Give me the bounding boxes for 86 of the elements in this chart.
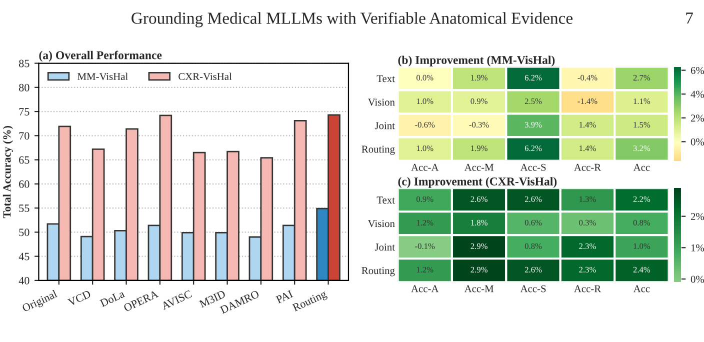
color-bar-label: 6% [690, 66, 704, 74]
y-axis-title: Total Accuracy (%) [2, 126, 14, 218]
data-label: 2.2% [633, 196, 650, 202]
y-tick-label: 60 [19, 180, 30, 188]
data-label: 1.5% [634, 122, 650, 128]
data-label: 6.2% [524, 145, 542, 152]
data-label: 0.3% [579, 220, 596, 226]
data-label: 0.8% [633, 220, 650, 226]
chart-title: (c) Improvement (CXR-VisHal) [398, 177, 557, 188]
data-label: 3.2% [633, 145, 650, 152]
color-bar-label: 2% [690, 114, 704, 122]
data-label: 1.0% [416, 98, 434, 104]
data-label: 0.9% [416, 196, 434, 202]
x-tick-label: Acc [633, 164, 650, 171]
data-label: 1.9% [471, 145, 488, 152]
color-bar-label: 1% [691, 244, 704, 252]
data-label: 1.0% [416, 145, 434, 152]
y-tick-label: 65 [19, 156, 30, 164]
x-tick-label: Acc-S [520, 285, 546, 292]
data-label: 2.6% [470, 196, 488, 202]
data-label: 0.9% [470, 98, 488, 104]
y-tick-label: Vision [368, 98, 395, 106]
color-bar-label: 2% [690, 213, 704, 220]
data-label: 1.9% [471, 74, 488, 81]
data-label: 1.4% [580, 145, 596, 152]
data-label: 0.8% [524, 243, 542, 250]
data-label: 2.5% [524, 98, 542, 104]
data-label: -0.3% [469, 122, 489, 128]
chart-title: (b) Improvement (MM-VisHal) [398, 56, 555, 66]
data-label: 1.0% [634, 243, 650, 250]
y-tick-label: Routing [362, 146, 395, 155]
text: Grounding Medical MLLMs with Verifiable Anatomical Evidence [132, 12, 573, 28]
x-tick-label: Acc-M [464, 164, 494, 171]
x-tick-label: PAI [275, 290, 294, 304]
y-tick-label: 55 [19, 204, 30, 212]
y-tick-label: 40 [18, 276, 30, 284]
y-tick-label: Routing [362, 267, 395, 276]
data-label: 2.9% [470, 243, 488, 250]
y-tick-label: Text [376, 196, 395, 204]
data-label: 1.3% [580, 196, 596, 202]
data-label: -0.4% [578, 74, 598, 81]
text: 7 [686, 12, 693, 24]
data-label: 1.2% [416, 220, 434, 226]
color-bar-label: 0% [690, 138, 704, 146]
data-label: -0.1% [415, 243, 435, 250]
data-label: 2.9% [470, 266, 488, 273]
x-tick-label: DoLa [100, 290, 126, 308]
data-label: 2.7% [633, 74, 650, 81]
x-tick-label: Acc-M [464, 285, 494, 292]
data-label: 2.3% [579, 266, 596, 273]
x-tick-label: Acc-R [574, 285, 602, 292]
y-tick-label: 80 [19, 84, 30, 92]
legend-label: CXR-VisHal [178, 72, 232, 80]
x-tick-label: Acc-A [411, 164, 439, 171]
x-tick-label: Acc-A [411, 285, 439, 292]
y-tick-label: 85 [19, 60, 30, 68]
data-label: -0.6% [415, 122, 435, 128]
data-label: 1.2% [416, 266, 434, 273]
y-tick-label: Vision [368, 220, 395, 228]
color-bar-label: 0% [690, 276, 704, 283]
y-tick-label: Text [376, 75, 395, 82]
y-tick-label: 75 [19, 108, 30, 116]
x-tick-label: Acc-R [574, 164, 602, 171]
y-tick-label: 50 [19, 228, 30, 236]
data-label: 6.2% [524, 74, 542, 81]
data-label: 2.3% [579, 243, 596, 250]
data-label: 1.8% [471, 220, 488, 226]
legend-label: MM-VisHal [78, 72, 128, 80]
data-label: 2.6% [524, 196, 542, 202]
data-label: 3.9% [525, 122, 542, 128]
data-label: 1.1% [634, 98, 650, 104]
data-label: 2.6% [524, 266, 542, 273]
x-tick-label: Acc [633, 285, 650, 292]
data-label: -1.4% [578, 98, 598, 104]
data-label: 0.0% [416, 74, 434, 81]
data-label: 1.4% [580, 122, 596, 128]
x-tick-label: VCD [67, 290, 92, 306]
x-tick-label: Acc-S [520, 164, 546, 171]
y-tick-label: Joint [374, 244, 395, 251]
chart-title: (a) Overall Performance [39, 50, 162, 62]
data-label: 0.6% [524, 220, 542, 226]
color-bar-label: 4% [690, 90, 704, 98]
data-label: 2.4% [633, 266, 650, 273]
y-tick-label: 70 [19, 132, 30, 140]
y-tick-label: Joint [374, 122, 395, 130]
y-tick-label: 45 [18, 252, 30, 260]
